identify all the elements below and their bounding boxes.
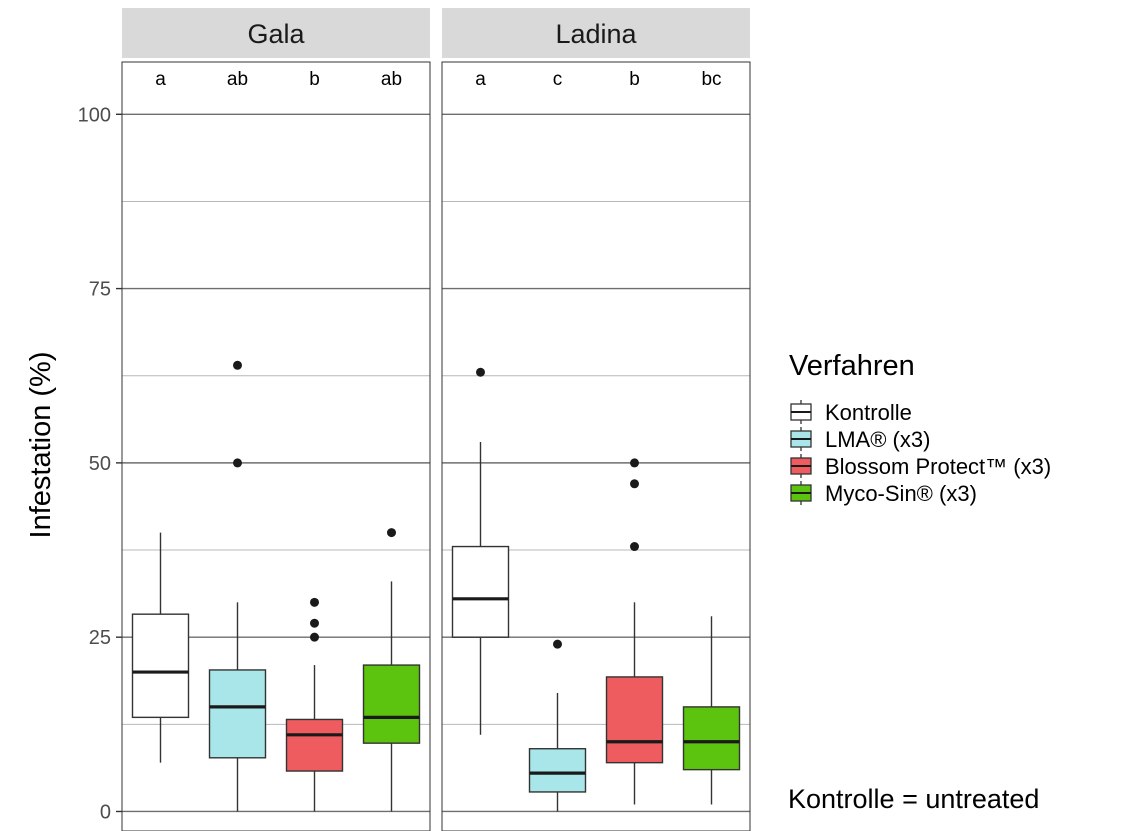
legend-label: Kontrolle	[825, 400, 912, 425]
y-axis-title: Infestation (%)	[25, 352, 57, 539]
significance-letter: a	[155, 69, 166, 90]
outlier-point	[630, 542, 639, 552]
box-body	[682, 706, 741, 771]
y-tick-label: 0	[100, 801, 111, 823]
panel-border	[441, 61, 751, 831]
y-axis: 0 25 50 75 100	[78, 104, 122, 823]
outlier-point	[553, 639, 562, 649]
box-body	[362, 664, 421, 744]
outlier-point	[387, 528, 396, 538]
box-2: b	[285, 69, 344, 812]
box-body	[285, 718, 344, 772]
legend-label: Blossom Protect™ (x3)	[825, 454, 1051, 479]
panel-title: Gala	[247, 19, 305, 49]
legend-label: Myco-Sin® (x3)	[825, 481, 977, 506]
panel-strip	[442, 8, 750, 58]
y-tick-label: 100	[78, 104, 111, 126]
outlier-point	[310, 597, 319, 607]
box-body	[605, 676, 664, 764]
panel-gala: Gala a ab b ab	[121, 8, 431, 831]
outlier-point	[630, 458, 639, 468]
legend-item: Blossom Protect™ (x3)	[790, 454, 1051, 479]
box-0: a	[131, 69, 190, 763]
panel-strip	[122, 8, 430, 58]
significance-letter: ab	[381, 69, 402, 90]
box-1: c	[528, 69, 587, 812]
outlier-point	[310, 632, 319, 642]
outlier-point	[476, 367, 485, 377]
significance-letter: ab	[227, 69, 248, 90]
significance-letter: a	[475, 69, 486, 90]
box-body	[131, 613, 190, 719]
y-tick-label: 50	[89, 453, 111, 475]
significance-letter: bc	[701, 69, 721, 90]
box-3: ab	[362, 69, 421, 812]
significance-letter: c	[553, 69, 563, 90]
legend-item: Kontrolle	[790, 400, 912, 425]
legend-item: LMA® (x3)	[790, 427, 930, 452]
y-tick-label: 25	[89, 627, 111, 649]
box-body	[451, 545, 510, 638]
significance-letter: b	[309, 69, 320, 90]
panel-title: Ladina	[555, 19, 637, 49]
box-3: bc	[682, 69, 741, 805]
panel-border	[121, 61, 431, 831]
outlier-point	[233, 458, 242, 468]
outlier-point	[630, 479, 639, 489]
legend-label: LMA® (x3)	[825, 427, 930, 452]
panel-ladina: Ladina a c b bc	[441, 8, 751, 831]
box-2: b	[605, 69, 664, 805]
legend-title: Verfahren	[789, 350, 915, 382]
box-0: a	[451, 69, 510, 735]
footnote-annotation: Kontrolle = untreated	[788, 784, 1039, 814]
panels-layer: Gala a ab b ab Ladina a c b bc	[121, 8, 751, 831]
outlier-point	[233, 360, 242, 370]
significance-letter: b	[629, 69, 640, 90]
y-tick-label: 75	[89, 279, 111, 301]
box-body	[208, 669, 267, 759]
box-body	[528, 748, 587, 793]
legend-item: Myco-Sin® (x3)	[790, 481, 977, 506]
outlier-point	[310, 618, 319, 628]
box-1: ab	[208, 69, 267, 812]
